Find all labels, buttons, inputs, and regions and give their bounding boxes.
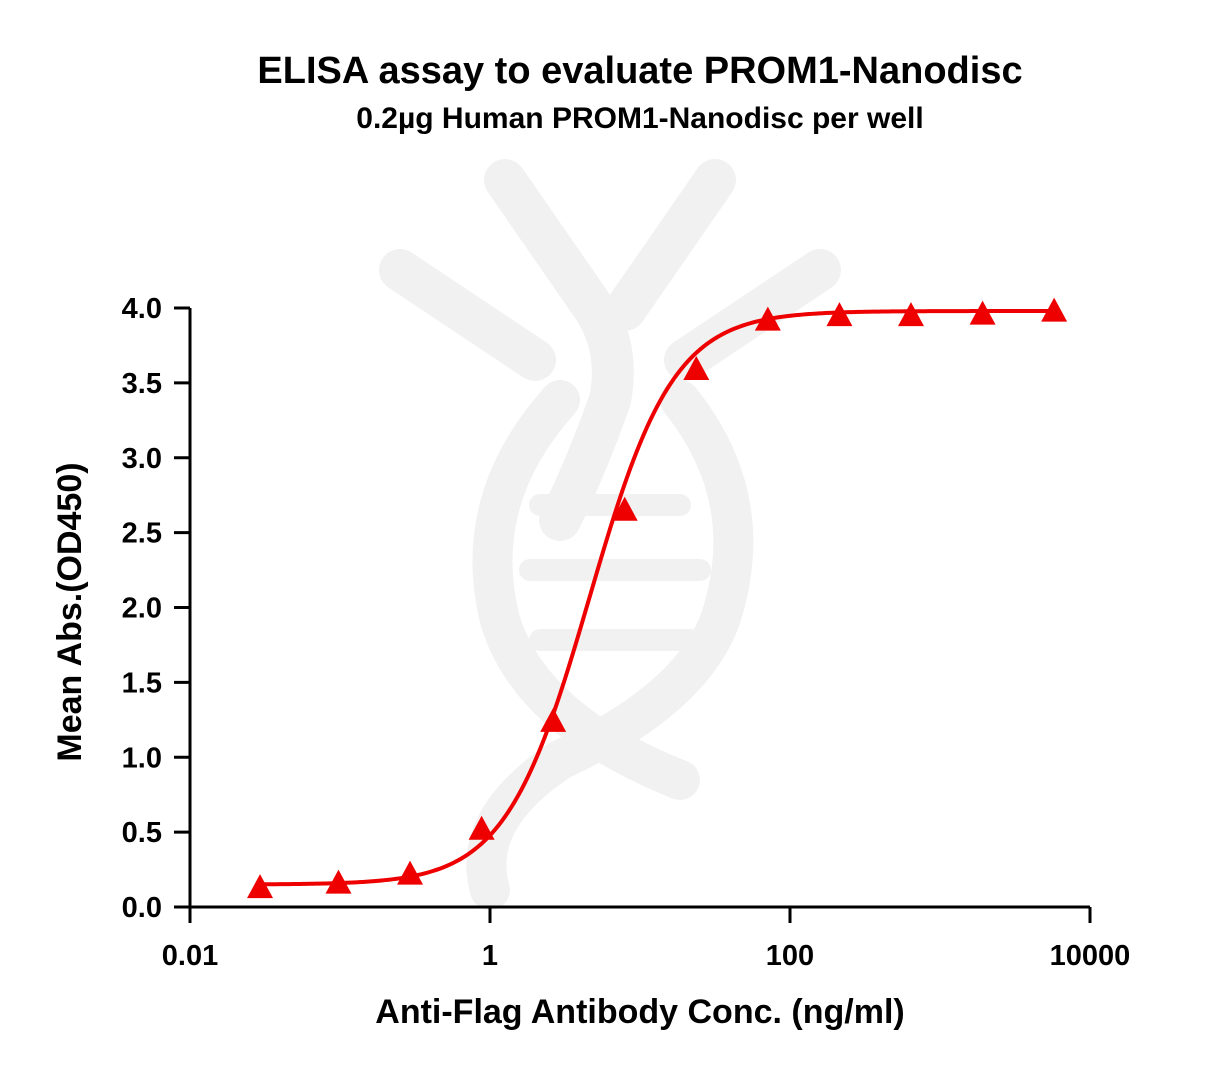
data-point xyxy=(1041,297,1068,322)
y-tick-label: 2.0 xyxy=(122,593,162,625)
data-point xyxy=(897,302,924,327)
chart-subtitle: 0.2µg Human PROM1-Nanodisc per well xyxy=(356,102,923,135)
x-axis-label: Anti-Flag Antibody Conc. (ng/ml) xyxy=(375,993,904,1031)
x-tick-label: 10000 xyxy=(1050,940,1131,972)
data-point xyxy=(683,356,710,381)
x-tick-label: 100 xyxy=(766,940,814,972)
data-point xyxy=(826,302,853,327)
y-tick-label: 3.0 xyxy=(122,443,162,475)
y-ticks: 0.0 0.5 1.0 1.5 2.0 2.5 3.0 3.5 4.0 xyxy=(122,293,190,924)
data-point xyxy=(468,815,495,840)
data-points xyxy=(247,297,1068,899)
y-tick-label: 1.5 xyxy=(122,667,162,699)
watermark-logo xyxy=(379,159,841,910)
x-ticks: 0.01 1 100 10000 xyxy=(162,907,1131,972)
fit-curve xyxy=(260,309,1055,887)
data-point xyxy=(247,874,274,899)
data-point xyxy=(325,869,352,894)
data-point xyxy=(754,306,781,331)
y-tick-label: 0.0 xyxy=(122,892,162,924)
y-axis-label: Mean Abs.(OD450) xyxy=(51,462,89,761)
data-point xyxy=(969,300,996,325)
y-tick-label: 3.5 xyxy=(122,368,162,400)
x-tick-label: 1 xyxy=(482,940,498,972)
x-tick-label: 0.01 xyxy=(162,940,218,972)
chart-title: ELISA assay to evaluate PROM1-Nanodisc xyxy=(257,50,1022,92)
data-point xyxy=(540,707,567,732)
axes: 0.0 0.5 1.0 1.5 2.0 2.5 3.0 3.5 4.0 0.01 1 100 1000… xyxy=(122,293,1131,972)
y-tick-label: 1.0 xyxy=(122,742,162,774)
y-tick-label: 4.0 xyxy=(122,293,162,325)
y-tick-label: 0.5 xyxy=(122,817,162,849)
data-point xyxy=(397,860,424,885)
y-tick-label: 2.5 xyxy=(122,518,162,550)
data-point xyxy=(611,496,638,521)
